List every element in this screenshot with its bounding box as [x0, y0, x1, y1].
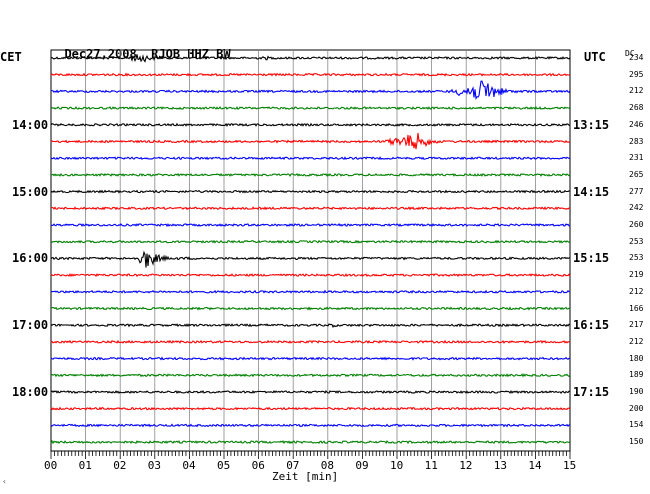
- dc-value: 200: [629, 403, 644, 413]
- dc-value: 265: [629, 169, 644, 179]
- trace-row: [50, 423, 571, 428]
- trace-row: [50, 106, 571, 111]
- dc-value: 150: [629, 437, 644, 447]
- trace-row: [50, 132, 571, 150]
- trace-row: [50, 223, 571, 228]
- station-label: RJOB HHZ BW: [151, 47, 231, 61]
- dc-value: 154: [629, 420, 644, 430]
- x-tick-label: 13: [493, 459, 508, 472]
- dc-value: 212: [629, 86, 644, 96]
- trace-row: [50, 122, 570, 127]
- trace-row: [50, 172, 571, 177]
- cet-time-label: 17:00: [12, 318, 49, 333]
- x-tick-label: 15: [563, 459, 577, 472]
- x-tick-label: 00: [44, 459, 58, 472]
- dc-value: 180: [629, 353, 644, 363]
- trace-row: [50, 54, 571, 63]
- x-tick-label: 03: [147, 459, 162, 472]
- x-tick-label: 06: [251, 459, 265, 472]
- dc-value: 253: [629, 253, 644, 263]
- x-tick-label: 04: [182, 459, 196, 472]
- dc-value: 217: [629, 320, 644, 330]
- trace-row: [50, 239, 571, 244]
- x-tick-label: 10: [390, 459, 404, 472]
- dc-value: 246: [629, 119, 644, 129]
- cet-time-label: 14:00: [12, 117, 49, 132]
- dc-value: 295: [629, 69, 644, 79]
- x-tick-label: 01: [78, 459, 92, 472]
- x-tick-label: 08: [320, 459, 335, 472]
- trace-row: [51, 289, 571, 294]
- dc-value: 231: [629, 153, 644, 163]
- trace-row: [50, 72, 571, 77]
- trace-row: [51, 80, 571, 101]
- dc-value: 189: [629, 370, 644, 380]
- x-tick-label: 09: [355, 459, 369, 472]
- trace-row: [50, 439, 571, 445]
- utc-time-label: 15:15: [573, 251, 610, 266]
- utc-title: UTC: [584, 50, 606, 64]
- dc-value: 268: [629, 103, 644, 113]
- trace-row: [50, 356, 571, 361]
- dc-value: 219: [629, 270, 644, 280]
- cet-time-label: 15:00: [12, 184, 49, 199]
- dc-value: 212: [629, 286, 644, 296]
- utc-time-label: 13:15: [573, 117, 610, 132]
- x-tick-label: 07: [286, 459, 300, 472]
- utc-time-label: 14:15: [573, 184, 610, 199]
- corner-mark: ‹: [2, 477, 7, 486]
- trace-row: [50, 406, 571, 411]
- dc-title: DC: [625, 49, 635, 58]
- trace-row: [50, 389, 571, 394]
- dc-value: 260: [629, 220, 644, 229]
- cet-time-label: 16:00: [12, 251, 49, 266]
- x-axis-label: Zeit [min]: [272, 470, 339, 483]
- dc-value: 190: [629, 387, 644, 396]
- dc-value: 253: [629, 236, 644, 246]
- trace-row: [50, 306, 571, 311]
- dc-value: 234: [629, 53, 644, 62]
- utc-time-label: 16:15: [573, 318, 610, 333]
- dc-value: 166: [629, 303, 644, 313]
- dc-value: 212: [629, 336, 644, 346]
- x-tick-label: 12: [459, 459, 473, 472]
- trace-row: [50, 323, 571, 328]
- trace-row: [50, 339, 571, 344]
- trace-row: [50, 206, 571, 211]
- x-tick-label: 05: [217, 459, 231, 472]
- dc-value: 242: [629, 203, 644, 213]
- cet-title: CET: [0, 50, 22, 64]
- trace-row: [50, 250, 571, 268]
- trace-row: [50, 373, 571, 378]
- x-tick-label: 14: [528, 459, 542, 472]
- trace-row: [50, 189, 571, 194]
- x-tick-label: 11: [424, 459, 438, 472]
- cet-time-label: 18:00: [12, 385, 49, 399]
- trace-row: [50, 156, 571, 161]
- trace-row: [50, 273, 571, 278]
- dc-value: 283: [629, 136, 644, 146]
- dc-value: 277: [629, 186, 644, 196]
- utc-time-label: 17:15: [573, 385, 610, 399]
- plot-frame: [50, 49, 571, 452]
- x-tick-label: 02: [113, 459, 127, 472]
